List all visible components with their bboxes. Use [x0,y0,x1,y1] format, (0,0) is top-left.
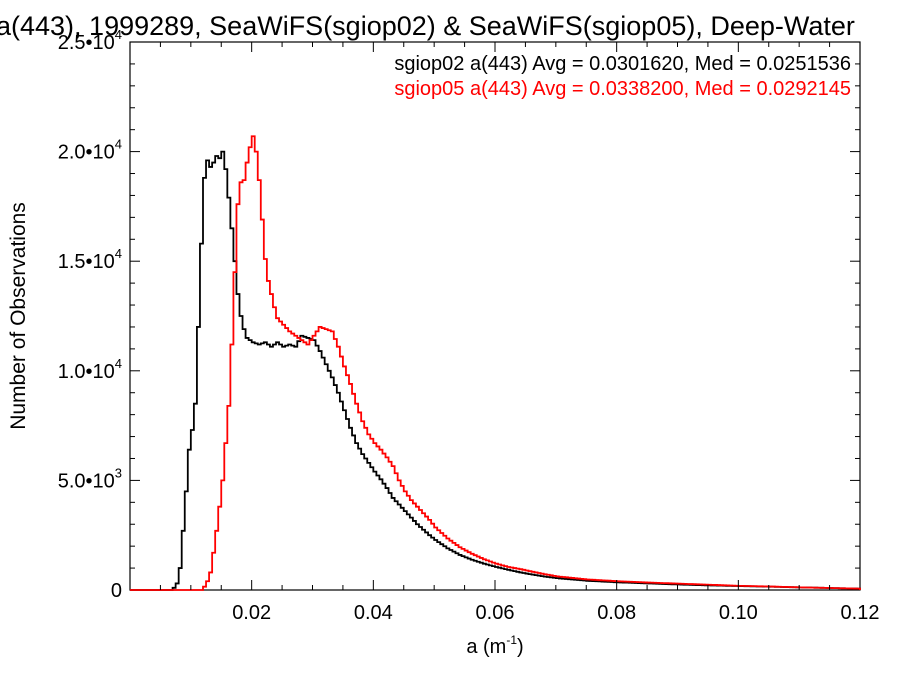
x-tick-label: 0.10 [719,602,758,624]
series-line-sgiop05 [130,135,861,591]
y-axis-label: Number of Observations [7,202,30,430]
tick-marks [130,42,860,590]
y-tick-label: 1.0•104 [58,356,122,383]
x-tick-label: 0.04 [354,602,393,624]
legend-entry: sgiop05 a(443) Avg = 0.0338200, Med = 0.… [394,78,851,100]
x-tick-label: 0.06 [476,602,515,624]
x-axis-label: a (m-1) [466,633,523,658]
legend-entry: sgiop02 a(443) Avg = 0.0301620, Med = 0.… [394,53,851,75]
y-tick-label: 1.5•104 [58,246,122,273]
chart-title: a(443), 1999289, SeaWiFS(sgiop02) & SeaW… [0,11,855,41]
x-tick-label: 0.02 [232,602,271,624]
y-tick-label: 0 [111,580,122,602]
x-tick-labels: 0.02 0.04 0.06 0.08 0.10 0.12 [232,602,879,624]
series-layer [130,135,861,591]
y-tick-label: 5.0•103 [58,465,122,492]
legend: sgiop02 a(443) Avg = 0.0301620, Med = 0.… [394,53,851,100]
x-tick-label: 0.12 [841,602,880,624]
x-tick-label: 0.08 [597,602,636,624]
y-tick-label: 2.5•104 [58,27,122,54]
plot-area [129,41,861,591]
y-tick-label: 2.0•104 [58,137,122,164]
y-tick-labels: 0 5.0•103 1.0•104 1.5•104 2.0•104 2.5•104 [58,27,122,602]
